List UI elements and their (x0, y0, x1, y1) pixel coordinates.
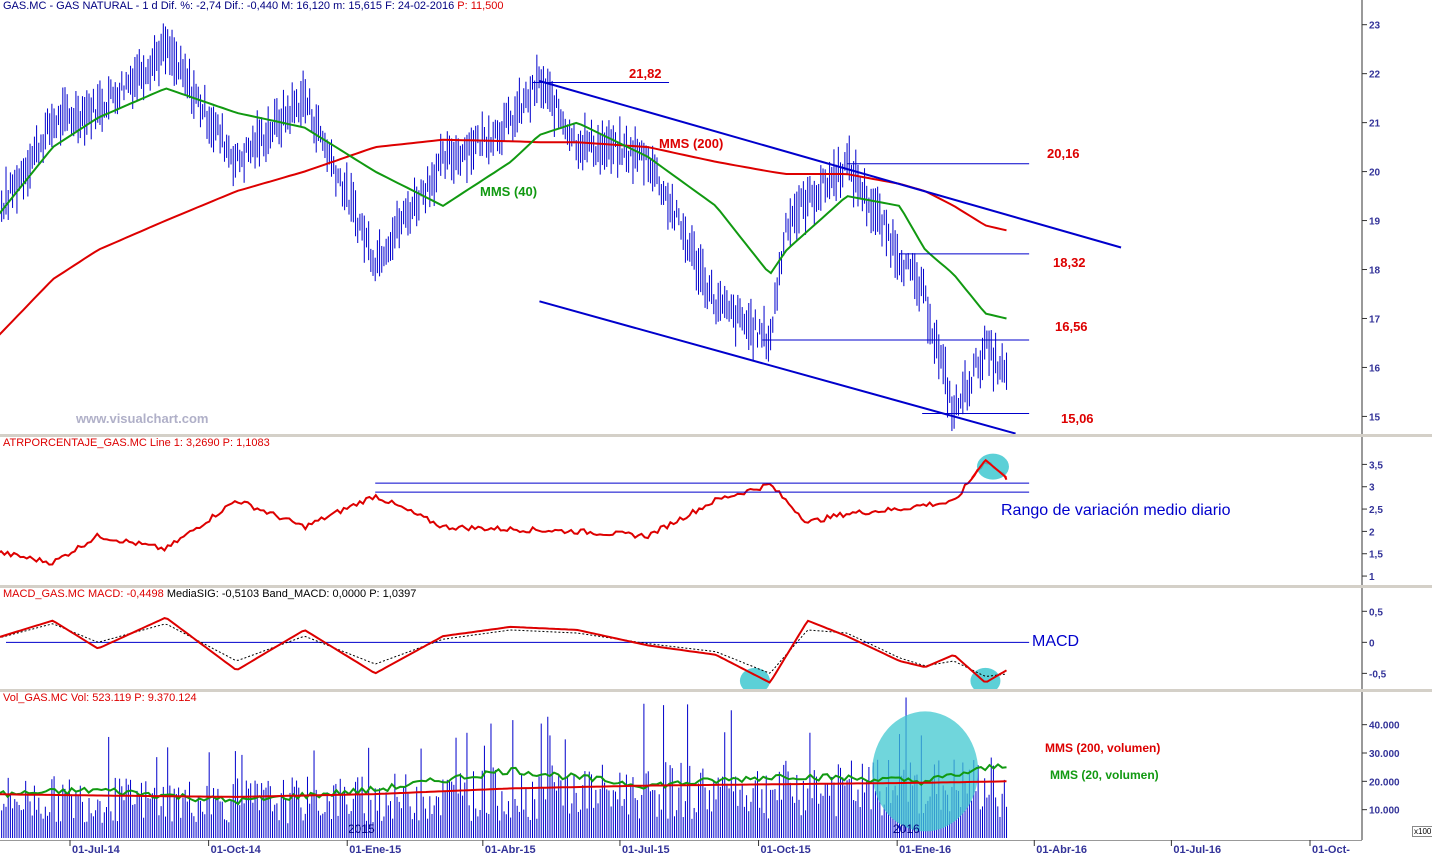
atr-annotation: Rango de variación medio diario (1001, 502, 1231, 519)
macd-title-prefix: MACD_GAS.MC MACD: -0,4498 (3, 588, 164, 600)
x-axis: 01-Jul-14 01-Oct-14 01-Ene-15 01-Abr-15 01-J… (0, 840, 1432, 857)
y-tick-label: 3 (1369, 483, 1375, 494)
macd-panel: MACD_GAS.MC MACD: -0,4498 MediaSIG: -0,5… (0, 588, 1432, 692)
macd-chart[interactable]: 0,5 0 -0,5 (0, 588, 1432, 692)
level-1832-label: 18,32 (1053, 255, 1086, 270)
y-tick-label: -0,5 (1369, 669, 1387, 680)
y-tick-label: 1 (1369, 572, 1375, 583)
mms40-label: MMS (40) (480, 184, 538, 199)
last-price: P: 11,500 (457, 0, 504, 12)
panel-divider[interactable] (0, 585, 1432, 588)
y-tick-label: 22 (1369, 70, 1381, 81)
price-bars (1, 23, 1008, 432)
y-tick-label: 20 (1369, 168, 1381, 179)
atr-title: ATRPORCENTAJE_GAS.MC Line 1: 3,2690 P: 1… (3, 437, 270, 449)
x-tick-label: 01-Jul-14 (72, 844, 120, 856)
macd-highlight (739, 667, 770, 692)
y-tick-label: 30.000 (1369, 749, 1400, 760)
x-tick-label: 01-Oct-15 (760, 844, 811, 856)
x-tick-label: 01-Jul-15 (621, 844, 670, 856)
y-tick-label: 19 (1369, 217, 1381, 228)
level-1656-label: 16,56 (1055, 319, 1088, 334)
volume-chart[interactable]: 40.000 30.000 20.000 10.000 (0, 692, 1432, 840)
y-tick-label: 0,5 (1369, 607, 1383, 618)
y-tick-label: 2 (1369, 527, 1375, 538)
price-chart[interactable]: 23 22 21 20 19 18 17 16 15 (0, 0, 1432, 436)
y-tick-label: 3,5 (1369, 460, 1383, 471)
volume-panel: Vol_GAS.MC Vol: 523.119 P: 9.370.124 _ □… (0, 692, 1432, 840)
year-mark-2015: 2015 (348, 822, 375, 836)
vol-mms200-line (0, 780, 1007, 798)
x-tick-label: 01-Abr-16 (1036, 844, 1088, 856)
volume-title: Vol_GAS.MC Vol: 523.119 P: 9.370.124 (3, 692, 197, 704)
window-title: GAS.MC - GAS NATURAL - 1 d Dif. %: -2,74… (3, 0, 455, 12)
macd-highlight (970, 667, 1001, 692)
year-mark-2016: 2016 (893, 822, 920, 836)
x-tick-label: 01-Abr-15 (484, 844, 536, 856)
y-tick-label: 23 (1369, 21, 1381, 32)
price-panel: GAS.MC - GAS NATURAL - 1 d Dif. %: -2,74… (0, 0, 1432, 436)
vol-mms20-line (0, 763, 1007, 806)
macd-signal-line (0, 623, 1007, 677)
atr-line-recent (971, 458, 1008, 479)
x100-label: x100 (1412, 826, 1432, 837)
y-tick-label: 1,5 (1369, 550, 1383, 561)
atr-panel: ATRPORCENTAJE_GAS.MC Line 1: 3,2690 P: 1… (0, 437, 1432, 585)
y-tick-label: 15 (1369, 412, 1381, 423)
macd-title: MACD_GAS.MC MACD: -0,4498 MediaSIG: -0,5… (3, 588, 416, 600)
y-tick-label: 18 (1369, 266, 1381, 277)
vol-mms200-label: MMS (200, volumen) (1045, 741, 1161, 755)
x-tick-label: 01-Jul-16 (1173, 844, 1222, 856)
channel-upper-line (539, 80, 1122, 249)
y-tick-label: 10.000 (1369, 806, 1400, 817)
level-2016-label: 20,16 (1047, 146, 1080, 161)
x-tick-label: 01-Ene-16 (899, 844, 952, 856)
x-tick-label: 01-Oct-14 (210, 844, 261, 856)
volume-highlight (872, 711, 979, 832)
level-2182-label: 21,82 (629, 66, 662, 81)
channel-lower-line (539, 300, 1016, 435)
y-tick-label: 17 (1369, 314, 1381, 325)
vol-mms20-label: MMS (20, volumen) (1050, 768, 1159, 782)
watermark: www.visualchart.com (76, 411, 209, 426)
panel-divider[interactable] (0, 689, 1432, 692)
y-tick-label: 21 (1369, 119, 1381, 130)
atr-line (0, 461, 1008, 566)
macd-annotation: MACD (1032, 633, 1080, 650)
mms200-label: MMS (200) (659, 136, 724, 151)
y-tick-label: 40.000 (1369, 721, 1400, 732)
x-tick-label: 01-Ene-15 (349, 844, 402, 856)
y-tick-label: 2,5 (1369, 505, 1383, 516)
level-1506-label: 15,06 (1061, 411, 1094, 426)
mms40-line (0, 87, 1007, 320)
y-tick-label: 20.000 (1369, 777, 1400, 788)
atr-chart[interactable]: 3,5 3 2,5 2 1,5 1 (0, 437, 1432, 585)
volume-bars (1, 697, 1008, 838)
macd-line (0, 617, 1008, 684)
window-title-bar: GAS.MC - GAS NATURAL - 1 d Dif. %: -2,74… (3, 0, 504, 12)
macd-title-suffix: MediaSIG: -0,5103 Band_MACD: 0,0000 P: 1… (166, 588, 417, 600)
x-tick-label: 01-Oct- (1312, 844, 1350, 856)
mms200-line (0, 138, 1007, 336)
panel-divider[interactable] (0, 434, 1432, 437)
y-tick-label: 16 (1369, 363, 1381, 374)
y-tick-label: 0 (1369, 638, 1375, 649)
